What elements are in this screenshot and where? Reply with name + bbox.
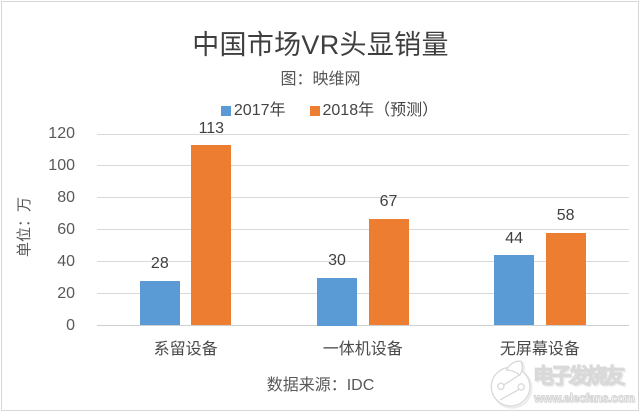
value-label: 58 [556, 207, 575, 225]
y-tick-label: 20 [57, 284, 75, 302]
value-label: 113 [198, 119, 225, 137]
value-label: 67 [379, 193, 398, 211]
legend-label: 2017年 [233, 102, 286, 119]
bar-2017年-一体机设备 [317, 277, 357, 326]
bar-2018年（预测）-一体机设备 [368, 218, 409, 326]
gridline [97, 261, 629, 263]
legend-item-2018年（预测）: 2018年（预测） [309, 101, 439, 121]
legend-item-2017年: 2017年 [220, 101, 286, 121]
category-label: 系留设备 [153, 340, 218, 358]
bar-2018年（预测）-无屏幕设备 [545, 232, 586, 326]
gridline [97, 293, 629, 295]
legend-swatch [309, 106, 320, 116]
bar-2017年-系留设备 [139, 280, 180, 326]
bar-2017年-无屏幕设备 [494, 255, 535, 326]
bar-2018年（预测）-系留设备 [191, 145, 232, 326]
gridline [97, 197, 629, 199]
value-label: 28 [150, 255, 169, 273]
x-axis-line [97, 325, 629, 326]
legend-label: 2018年（预测） [322, 102, 439, 119]
gridline [97, 229, 629, 231]
y-tick-label: 80 [57, 188, 75, 206]
y-tick-label: 40 [57, 252, 75, 270]
y-tick-label: 120 [48, 125, 75, 142]
gridline [97, 133, 629, 135]
value-label: 30 [328, 252, 346, 270]
source-note: 数据来源：IDC [266, 377, 375, 394]
category-label: 无屏幕设备 [499, 340, 580, 358]
chart-title: 中国市场VR头显销量 [192, 30, 449, 60]
legend: 2017年 2018年（预测） [9, 101, 641, 121]
y-tick-label: 0 [66, 316, 75, 334]
legend-swatch [220, 106, 231, 116]
y-tick-label: 60 [57, 220, 75, 238]
category-label: 一体机设备 [322, 340, 403, 358]
chart-subtitle: 图：映维网 [280, 71, 361, 88]
y-tick-label: 100 [48, 156, 75, 174]
gridline [97, 165, 629, 167]
value-label: 44 [505, 229, 524, 247]
